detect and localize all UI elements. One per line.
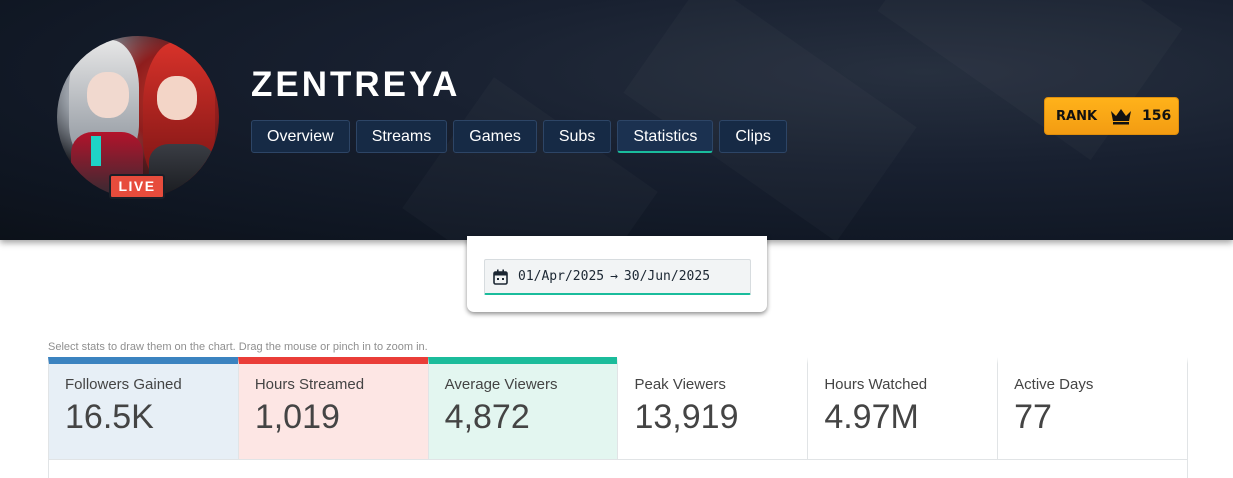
channel-tabs: Overview Streams Games Subs Statistics C… xyxy=(251,120,787,153)
crown-icon xyxy=(1111,109,1132,125)
stat-hours-streamed[interactable]: Hours Streamed 1,019 xyxy=(237,357,429,460)
rank-badge[interactable]: RANK 156 xyxy=(1044,97,1179,135)
stat-active-days[interactable]: Active Days 77 xyxy=(997,357,1188,460)
stat-value: 13,919 xyxy=(634,398,739,436)
stats-row: Followers Gained 16.5K Hours Streamed 1,… xyxy=(48,357,1188,460)
date-start: 01/Apr/2025 xyxy=(518,269,605,284)
stat-value: 4.97M xyxy=(824,398,919,436)
stat-label: Active Days xyxy=(1014,376,1094,393)
tab-clips[interactable]: Clips xyxy=(719,120,787,153)
tab-streams[interactable]: Streams xyxy=(355,120,448,153)
stat-average-viewers[interactable]: Average Viewers 4,872 xyxy=(427,357,619,460)
arrow-right-icon: → xyxy=(610,269,618,284)
chart-hint: Select stats to draw them on the chart. … xyxy=(48,341,428,353)
tab-statistics[interactable]: Statistics xyxy=(617,120,714,153)
rank-value: 156 xyxy=(1142,108,1172,124)
stat-label: Hours Watched xyxy=(824,376,928,393)
stat-label: Average Viewers xyxy=(444,376,558,393)
tab-games[interactable]: Games xyxy=(453,120,537,153)
stat-value: 77 xyxy=(1014,398,1052,436)
stats-chart-area[interactable] xyxy=(48,459,1188,478)
channel-header: LIVE ZENTREYA Overview Streams Games Sub… xyxy=(0,0,1233,240)
stat-label: Hours Streamed xyxy=(254,376,365,393)
stat-value: 1,019 xyxy=(254,398,340,436)
stat-hours-watched[interactable]: Hours Watched 4.97M xyxy=(807,357,999,460)
date-range-panel: 01/Apr/2025 → 30/Jun/2025 xyxy=(467,236,767,312)
stat-peak-viewers[interactable]: Peak Viewers 13,919 xyxy=(617,357,809,460)
date-range-picker[interactable]: 01/Apr/2025 → 30/Jun/2025 xyxy=(484,259,751,295)
stat-label: Followers Gained xyxy=(65,376,182,393)
tab-overview[interactable]: Overview xyxy=(251,120,350,153)
stat-value: 16.5K xyxy=(65,398,154,436)
rank-label: RANK xyxy=(1056,108,1098,124)
stat-label: Peak Viewers xyxy=(634,376,726,393)
live-badge[interactable]: LIVE xyxy=(109,174,165,199)
channel-name: ZENTREYA xyxy=(251,65,461,104)
stat-value: 4,872 xyxy=(444,398,530,436)
tab-subs[interactable]: Subs xyxy=(542,120,612,153)
channel-avatar[interactable] xyxy=(57,36,219,198)
stat-followers-gained[interactable]: Followers Gained 16.5K xyxy=(48,357,239,460)
calendar-icon xyxy=(493,269,508,285)
date-end: 30/Jun/2025 xyxy=(623,269,711,284)
header-decoration xyxy=(878,0,1183,160)
